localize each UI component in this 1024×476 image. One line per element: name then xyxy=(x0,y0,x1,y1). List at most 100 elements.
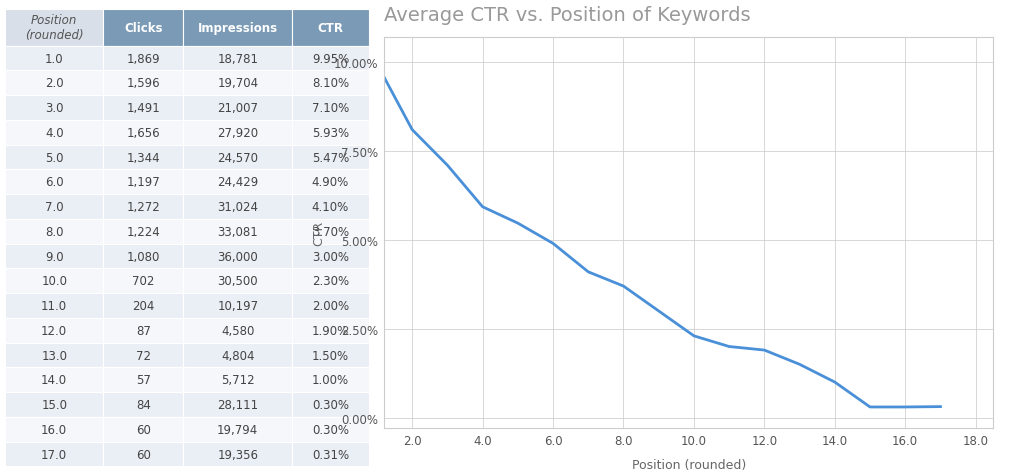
FancyBboxPatch shape xyxy=(183,71,292,96)
FancyBboxPatch shape xyxy=(292,10,369,47)
Text: 6.0: 6.0 xyxy=(45,176,63,189)
FancyBboxPatch shape xyxy=(292,145,369,170)
FancyBboxPatch shape xyxy=(5,294,103,318)
Text: 19,704: 19,704 xyxy=(217,77,258,90)
FancyBboxPatch shape xyxy=(103,343,183,367)
FancyBboxPatch shape xyxy=(292,367,369,392)
FancyBboxPatch shape xyxy=(183,367,292,392)
Text: 16.0: 16.0 xyxy=(41,423,68,436)
FancyBboxPatch shape xyxy=(103,121,183,145)
FancyBboxPatch shape xyxy=(5,318,103,343)
Text: 1,080: 1,080 xyxy=(127,250,160,263)
Text: 57: 57 xyxy=(136,374,151,387)
FancyBboxPatch shape xyxy=(103,269,183,294)
FancyBboxPatch shape xyxy=(5,219,103,244)
FancyBboxPatch shape xyxy=(292,269,369,294)
Text: 3.0: 3.0 xyxy=(45,102,63,115)
FancyBboxPatch shape xyxy=(103,318,183,343)
FancyBboxPatch shape xyxy=(292,244,369,269)
FancyBboxPatch shape xyxy=(292,294,369,318)
Text: 3.70%: 3.70% xyxy=(312,225,349,238)
Text: 72: 72 xyxy=(136,349,151,362)
FancyBboxPatch shape xyxy=(5,10,103,47)
FancyBboxPatch shape xyxy=(183,442,292,466)
Text: 5.47%: 5.47% xyxy=(312,151,349,164)
Text: 8.10%: 8.10% xyxy=(312,77,349,90)
Y-axis label: CTR: CTR xyxy=(312,221,326,246)
FancyBboxPatch shape xyxy=(103,170,183,195)
Text: 13.0: 13.0 xyxy=(41,349,68,362)
Text: 702: 702 xyxy=(132,275,155,288)
FancyBboxPatch shape xyxy=(292,417,369,442)
FancyBboxPatch shape xyxy=(5,417,103,442)
Text: 2.30%: 2.30% xyxy=(312,275,349,288)
FancyBboxPatch shape xyxy=(103,244,183,269)
Text: 2.00%: 2.00% xyxy=(312,299,349,312)
FancyBboxPatch shape xyxy=(103,442,183,466)
FancyBboxPatch shape xyxy=(103,96,183,121)
FancyBboxPatch shape xyxy=(5,343,103,367)
Text: 4.90%: 4.90% xyxy=(312,176,349,189)
FancyBboxPatch shape xyxy=(183,269,292,294)
Text: 1.90%: 1.90% xyxy=(312,324,349,337)
Text: 1,224: 1,224 xyxy=(126,225,160,238)
Text: 1,344: 1,344 xyxy=(126,151,160,164)
FancyBboxPatch shape xyxy=(292,170,369,195)
FancyBboxPatch shape xyxy=(292,343,369,367)
Text: Impressions: Impressions xyxy=(198,21,278,35)
FancyBboxPatch shape xyxy=(183,244,292,269)
Text: 19,356: 19,356 xyxy=(217,447,258,461)
FancyBboxPatch shape xyxy=(183,294,292,318)
FancyBboxPatch shape xyxy=(292,121,369,145)
FancyBboxPatch shape xyxy=(292,96,369,121)
Text: 87: 87 xyxy=(136,324,151,337)
Text: 1.0: 1.0 xyxy=(45,52,63,65)
FancyBboxPatch shape xyxy=(103,10,183,47)
Text: 36,000: 36,000 xyxy=(217,250,258,263)
FancyBboxPatch shape xyxy=(5,269,103,294)
FancyBboxPatch shape xyxy=(103,47,183,71)
Text: 17.0: 17.0 xyxy=(41,447,68,461)
Text: 15.0: 15.0 xyxy=(41,398,68,411)
FancyBboxPatch shape xyxy=(183,417,292,442)
Text: 204: 204 xyxy=(132,299,155,312)
FancyBboxPatch shape xyxy=(183,219,292,244)
FancyBboxPatch shape xyxy=(103,294,183,318)
Text: 24,429: 24,429 xyxy=(217,176,258,189)
FancyBboxPatch shape xyxy=(183,343,292,367)
FancyBboxPatch shape xyxy=(183,145,292,170)
Text: 19,794: 19,794 xyxy=(217,423,258,436)
FancyBboxPatch shape xyxy=(103,145,183,170)
Text: Position
(rounded): Position (rounded) xyxy=(25,14,84,42)
Text: 30,500: 30,500 xyxy=(217,275,258,288)
FancyBboxPatch shape xyxy=(5,367,103,392)
FancyBboxPatch shape xyxy=(183,392,292,417)
FancyBboxPatch shape xyxy=(183,170,292,195)
Text: 8.0: 8.0 xyxy=(45,225,63,238)
Text: 5.93%: 5.93% xyxy=(312,127,349,139)
Text: 1,596: 1,596 xyxy=(126,77,160,90)
FancyBboxPatch shape xyxy=(183,96,292,121)
Text: 10.0: 10.0 xyxy=(41,275,68,288)
FancyBboxPatch shape xyxy=(5,145,103,170)
Text: 60: 60 xyxy=(136,447,151,461)
FancyBboxPatch shape xyxy=(5,244,103,269)
FancyBboxPatch shape xyxy=(5,121,103,145)
Text: 31,024: 31,024 xyxy=(217,201,258,214)
Text: 1.50%: 1.50% xyxy=(312,349,349,362)
Text: 5.0: 5.0 xyxy=(45,151,63,164)
Text: 1,656: 1,656 xyxy=(126,127,160,139)
Text: 4.0: 4.0 xyxy=(45,127,63,139)
Text: 28,111: 28,111 xyxy=(217,398,258,411)
Text: 4,580: 4,580 xyxy=(221,324,254,337)
Text: 14.0: 14.0 xyxy=(41,374,68,387)
Text: 21,007: 21,007 xyxy=(217,102,258,115)
Text: 1,272: 1,272 xyxy=(126,201,160,214)
FancyBboxPatch shape xyxy=(292,71,369,96)
Text: 24,570: 24,570 xyxy=(217,151,258,164)
FancyBboxPatch shape xyxy=(5,442,103,466)
Text: 84: 84 xyxy=(136,398,151,411)
FancyBboxPatch shape xyxy=(103,417,183,442)
Text: 7.0: 7.0 xyxy=(45,201,63,214)
Text: Average CTR vs. Position of Keywords: Average CTR vs. Position of Keywords xyxy=(384,7,751,25)
